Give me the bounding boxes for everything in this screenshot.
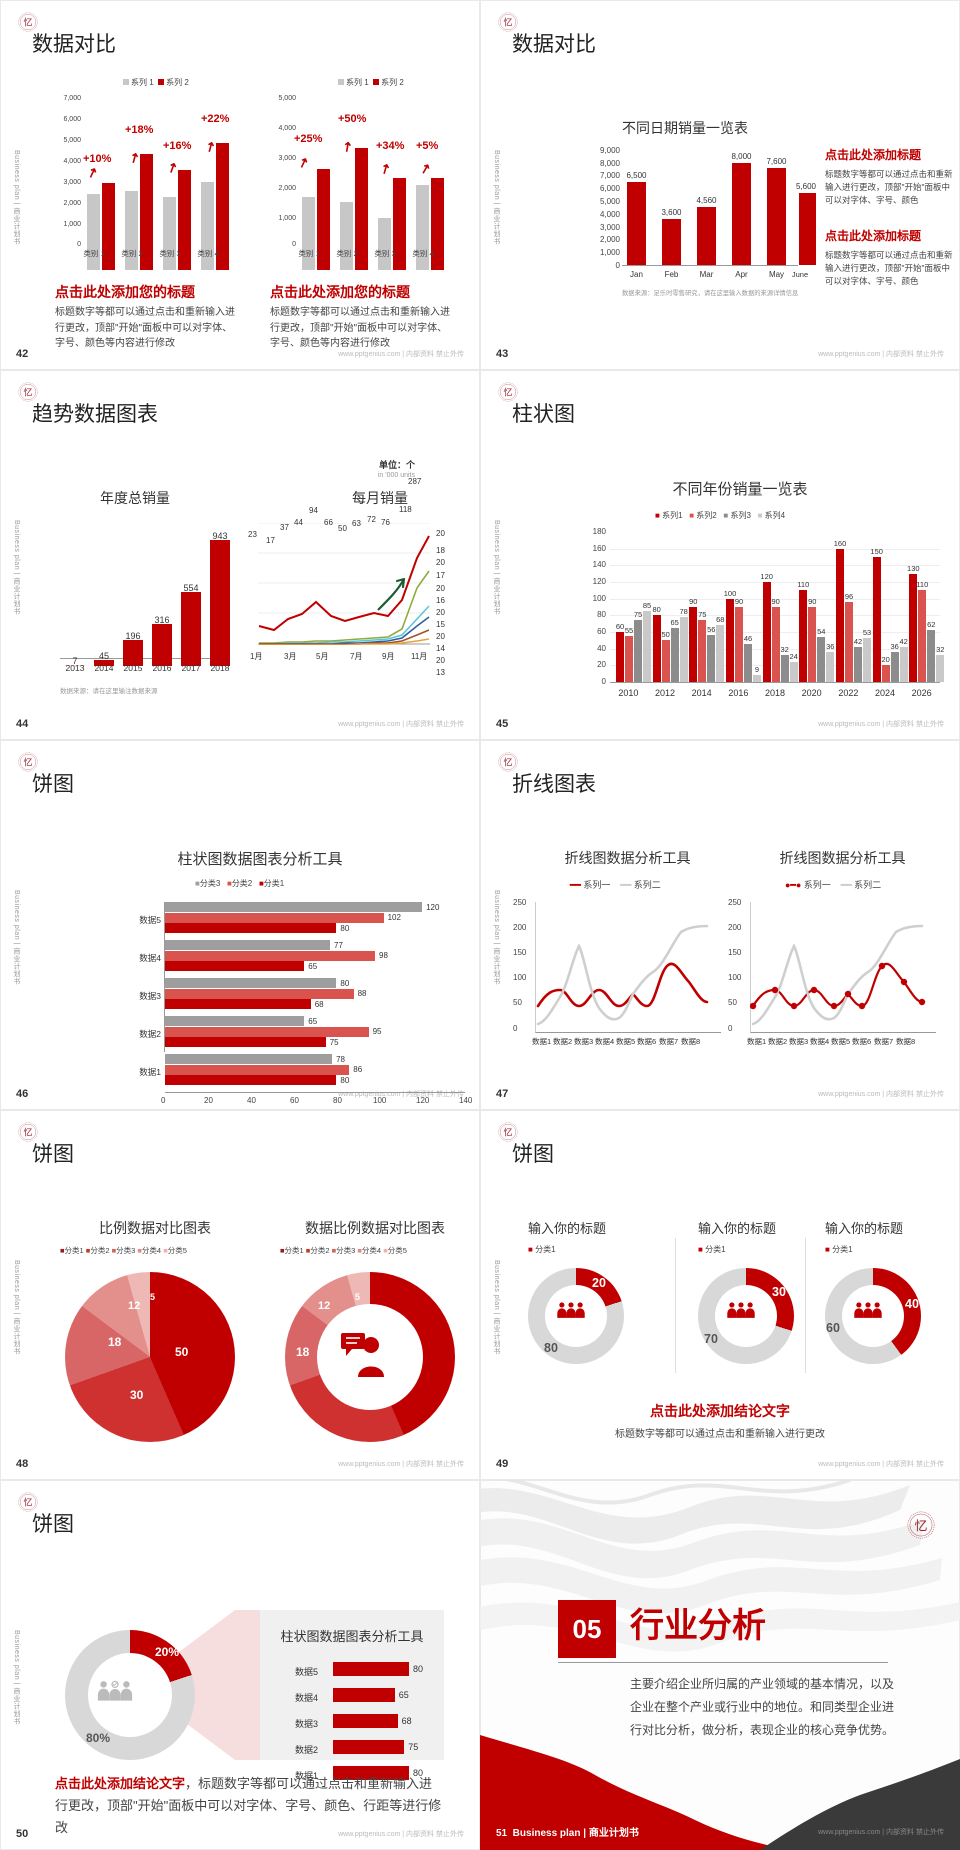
svg-text:忆: 忆 (503, 17, 512, 28)
svg-text:忆: 忆 (503, 1127, 512, 1138)
svg-text:忆: 忆 (23, 387, 32, 398)
svg-text:忆: 忆 (503, 757, 512, 768)
svg-text:忆: 忆 (23, 1497, 32, 1508)
svg-text:忆: 忆 (915, 1518, 928, 1533)
svg-text:忆: 忆 (503, 387, 512, 398)
svg-text:忆: 忆 (23, 1127, 32, 1138)
svg-text:忆: 忆 (23, 17, 32, 28)
svg-text:忆: 忆 (23, 757, 32, 768)
